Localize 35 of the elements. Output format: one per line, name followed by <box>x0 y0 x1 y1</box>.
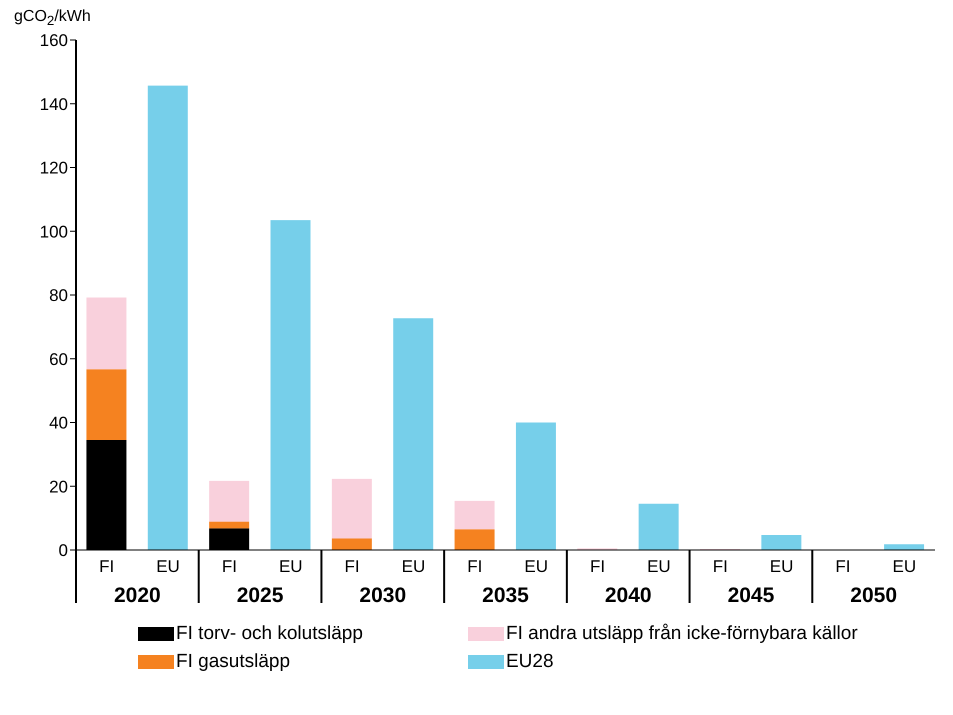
x-tick-label: FI <box>835 557 851 576</box>
x-tick-label: EU <box>156 557 180 576</box>
y-tick-label: 80 <box>49 286 68 306</box>
x-tick-label: FI <box>712 557 728 576</box>
y-tick-label: 60 <box>49 350 68 369</box>
x-tick-label: FI <box>222 557 237 576</box>
legend-label: EU28 <box>506 651 554 673</box>
text: 2040 <box>604 584 652 607</box>
legend-label: FI torv- och kolutsläpp <box>176 623 363 645</box>
y-tick-label: 20 <box>49 477 68 496</box>
x-tick-label: FI <box>467 557 482 576</box>
x-tick-label: FI <box>590 557 606 576</box>
text: 2030 <box>359 584 406 607</box>
x-tick-label: EU <box>770 557 794 576</box>
text: 2025 <box>236 584 284 607</box>
y-tick-label: 140 <box>40 94 68 114</box>
y-tick-label: 40 <box>49 414 68 433</box>
legend-label: FI andra utsläpp från icke-förnybara källor <box>506 623 858 645</box>
text: 2020 <box>114 584 161 607</box>
x-tick-label: EU <box>278 557 303 576</box>
x-tick-label: EU <box>524 557 548 576</box>
y-tick-label: 120 <box>40 158 68 178</box>
y-tick-label: 160 <box>40 31 68 50</box>
text: 2050 <box>850 584 897 607</box>
y-tick-label: 100 <box>40 222 68 242</box>
x-tick-label: FI <box>344 557 360 576</box>
x-tick-label: EU <box>402 557 426 576</box>
text: 2035 <box>482 584 530 607</box>
x-tick-label: EU <box>647 557 671 576</box>
legend-label: FI gasutsläpp <box>176 651 290 673</box>
y-tick-label: 0 <box>58 541 68 560</box>
y-axis-title: gCO$_{2}$/kWh <box>13 8 92 30</box>
text: 2045 <box>728 584 775 607</box>
x-tick-label: FI <box>99 557 114 576</box>
x-tick-label: EU <box>892 557 916 576</box>
